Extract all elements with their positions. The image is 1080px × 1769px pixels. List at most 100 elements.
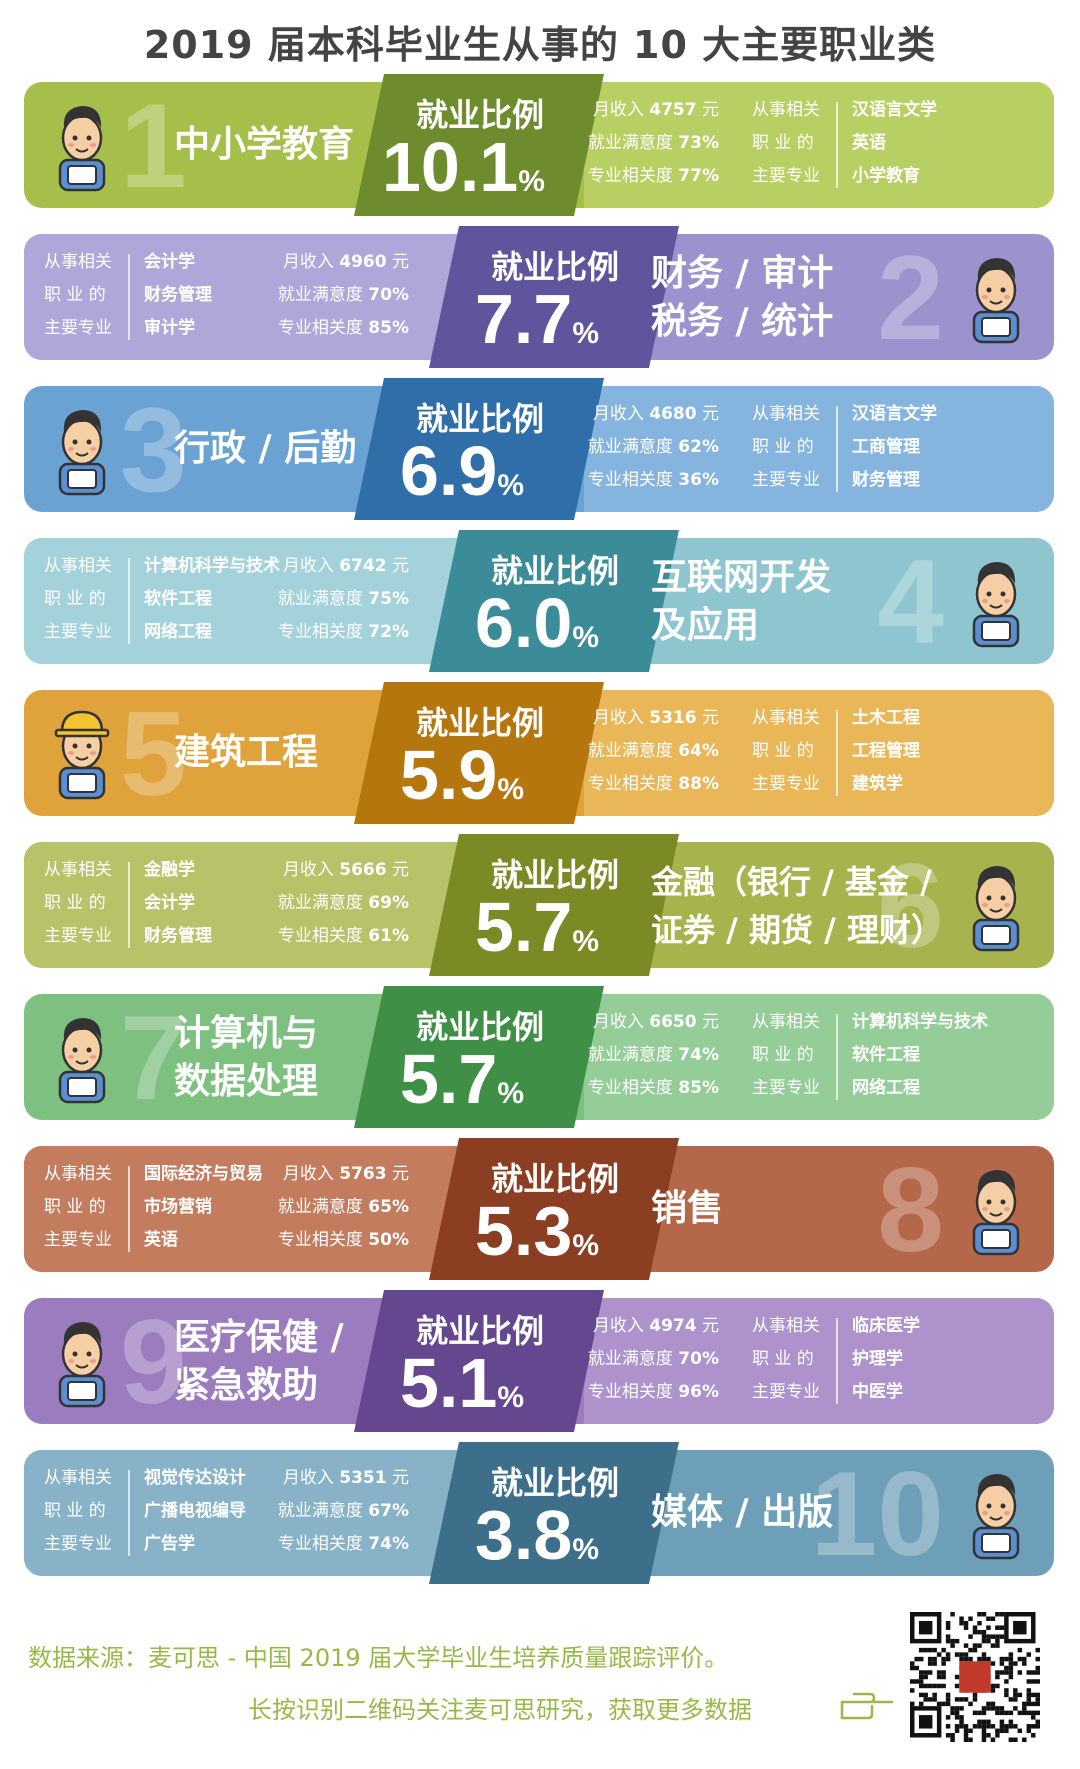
occupation-row: 就业比例 5.3% 8 销售 月收入 5763 元就业满意度 65% 专业相关度 50% 从… [24,1138,1054,1280]
ratio-number: 5.9 [400,736,498,814]
majors-label-line: 从事相关 [752,100,820,120]
ratio-panel [429,1442,679,1584]
ratio-value: 10.1% [382,132,545,202]
relevance-value: 77% [678,166,719,186]
major-item: 市场营销 [144,1197,212,1217]
majors-label-line: 从事相关 [752,708,820,728]
majors-list: 汉语言文学 英语 小学教育 [852,94,937,193]
relevance-value: 88% [678,774,719,794]
majors-label: 从事相关职 业 的主要专业 [752,702,820,801]
job-satisfaction: 就业满意度 75% [277,589,409,609]
majors-label: 从事相关职 业 的主要专业 [44,854,112,953]
ratio-value: 3.8% [475,1500,599,1570]
ratio-panel [354,1290,604,1432]
occupation-line: 销售 [651,1188,724,1229]
major-item: 小学教育 [852,166,920,186]
stats-band [584,1298,1054,1424]
monthly-income: 月收入 5316 元 [592,708,719,728]
majors-label-line: 职 业 的 [752,1349,814,1369]
satisfaction-value: 70% [368,285,409,305]
stats-block: 月收入 5351 元就业满意度 67% 专业相关度 74% [219,1462,409,1561]
major-item: 会计学 [144,893,195,913]
majors-label-line: 主要专业 [752,1382,820,1402]
major-relevance: 专业相关度 74% [277,1534,409,1554]
satisfaction-value: 65% [368,1197,409,1217]
majors-label-line: 主要专业 [752,774,820,794]
job-satisfaction: 就业满意度 67% [277,1501,409,1521]
majors-label: 从事相关职 业 的主要专业 [752,94,820,193]
occupation-line: 医疗保健 / [174,1317,344,1358]
relevance-value: 72% [368,622,409,642]
rank-number: 7 [120,991,187,1125]
major-item: 工程管理 [852,741,920,761]
stats-block: 月收入 4757 元就业满意度 73% 专业相关度 77% [529,94,719,193]
ratio-number: 7.7 [475,280,573,358]
income-value: 4974 [649,1316,697,1336]
majors-list: 汉语言文学 工商管理 财务管理 [852,398,937,497]
majors-label-line: 职 业 的 [44,1197,106,1217]
majors-label-line: 主要专业 [752,470,820,490]
major-item: 财务管理 [144,285,212,305]
income-value: 5316 [649,708,697,728]
major-item: 计算机科学与技术 [852,1012,988,1032]
majors-divider [836,710,838,796]
qr-code[interactable] [910,1612,1040,1742]
ratio-label: 就业比例 [491,1160,620,1198]
occupation-line: 税务 / 统计 [651,301,834,342]
occupation-row: 就业比例 6.0% 4 互联网开发 及应用 月收入 6742 元就业满意度 75% 专业相关… [24,530,1054,672]
majors-list: 国际经济与贸易 市场营销 英语 [144,1158,263,1257]
ratio-label: 就业比例 [491,856,620,894]
job-satisfaction: 就业满意度 70% [587,1349,719,1369]
majors-label: 从事相关职 业 的主要专业 [44,550,112,649]
satisfaction-value: 70% [678,1349,719,1369]
monthly-income: 月收入 4757 元 [592,100,719,120]
ratio-label: 就业比例 [416,1008,545,1046]
major-item: 英语 [852,133,886,153]
occupation-line: 建筑工程 [174,732,319,773]
majors-label-line: 从事相关 [752,1316,820,1336]
occupation-row: 就业比例 7.7% 2 财务 / 审计 税务 / 统计 月收入 4960 元就业满意度 7… [24,226,1054,368]
stats-block: 月收入 5316 元就业满意度 64% 专业相关度 88% [529,702,719,801]
developer-icon [972,562,1020,648]
pointing-hand-icon [840,1692,894,1720]
majors-label-line: 主要专业 [752,166,820,186]
majors-label-line: 从事相关 [44,556,112,576]
ratio-value: 5.7% [475,892,599,962]
ratio-label: 就业比例 [416,1312,545,1350]
ratio-number: 5.1 [400,1344,498,1422]
majors-label-line: 从事相关 [44,1468,112,1488]
satisfaction-value: 73% [678,133,719,153]
rank-number: 1 [120,79,187,213]
occupation-line: 财务 / 审计 [651,253,834,294]
ratio-label: 就业比例 [416,96,545,134]
major-item: 审计学 [144,318,195,338]
majors-label-line: 主要专业 [752,1078,820,1098]
doctor-icon [58,1322,106,1408]
ratio-panel [354,378,604,520]
majors-label-line: 主要专业 [44,1230,112,1250]
occupation-row: 就业比例 5.9% 5 建筑工程 月收入 5316 元就业满意度 64% 专业相关度 88… [24,682,1054,824]
occupation-name: 中小学教育 [174,121,354,169]
majors-list: 视觉传达设计 广播电视编导 广告学 [144,1462,246,1561]
stats-block: 月收入 5763 元就业满意度 65% 专业相关度 50% [219,1158,409,1257]
stats-band [584,386,1054,512]
ratio-label: 就业比例 [491,552,620,590]
majors-divider [836,1014,838,1100]
stats-block: 月收入 5666 元就业满意度 69% 专业相关度 61% [219,854,409,953]
major-item: 工商管理 [852,437,920,457]
majors-divider [128,1470,130,1556]
major-item: 计算机科学与技术 [144,556,280,576]
major-item: 临床医学 [852,1316,920,1336]
satisfaction-value: 69% [368,893,409,913]
majors-label-line: 从事相关 [44,252,112,272]
majors-label-line: 职 业 的 [44,893,106,913]
occupation-line: 金融（银行 / 基金 / [651,863,932,901]
monthly-income: 月收入 4974 元 [592,1316,719,1336]
chart-title: 2019 届本科毕业生从事的 10 大主要职业类 [143,23,937,67]
income-value: 4960 [339,252,387,272]
rank-number: 10 [810,1447,944,1581]
ratio-label: 就业比例 [416,400,545,438]
ratio-percent-sign: % [572,1229,599,1262]
ratio-number: 5.3 [475,1192,573,1270]
ratio-percent-sign: % [518,165,545,198]
